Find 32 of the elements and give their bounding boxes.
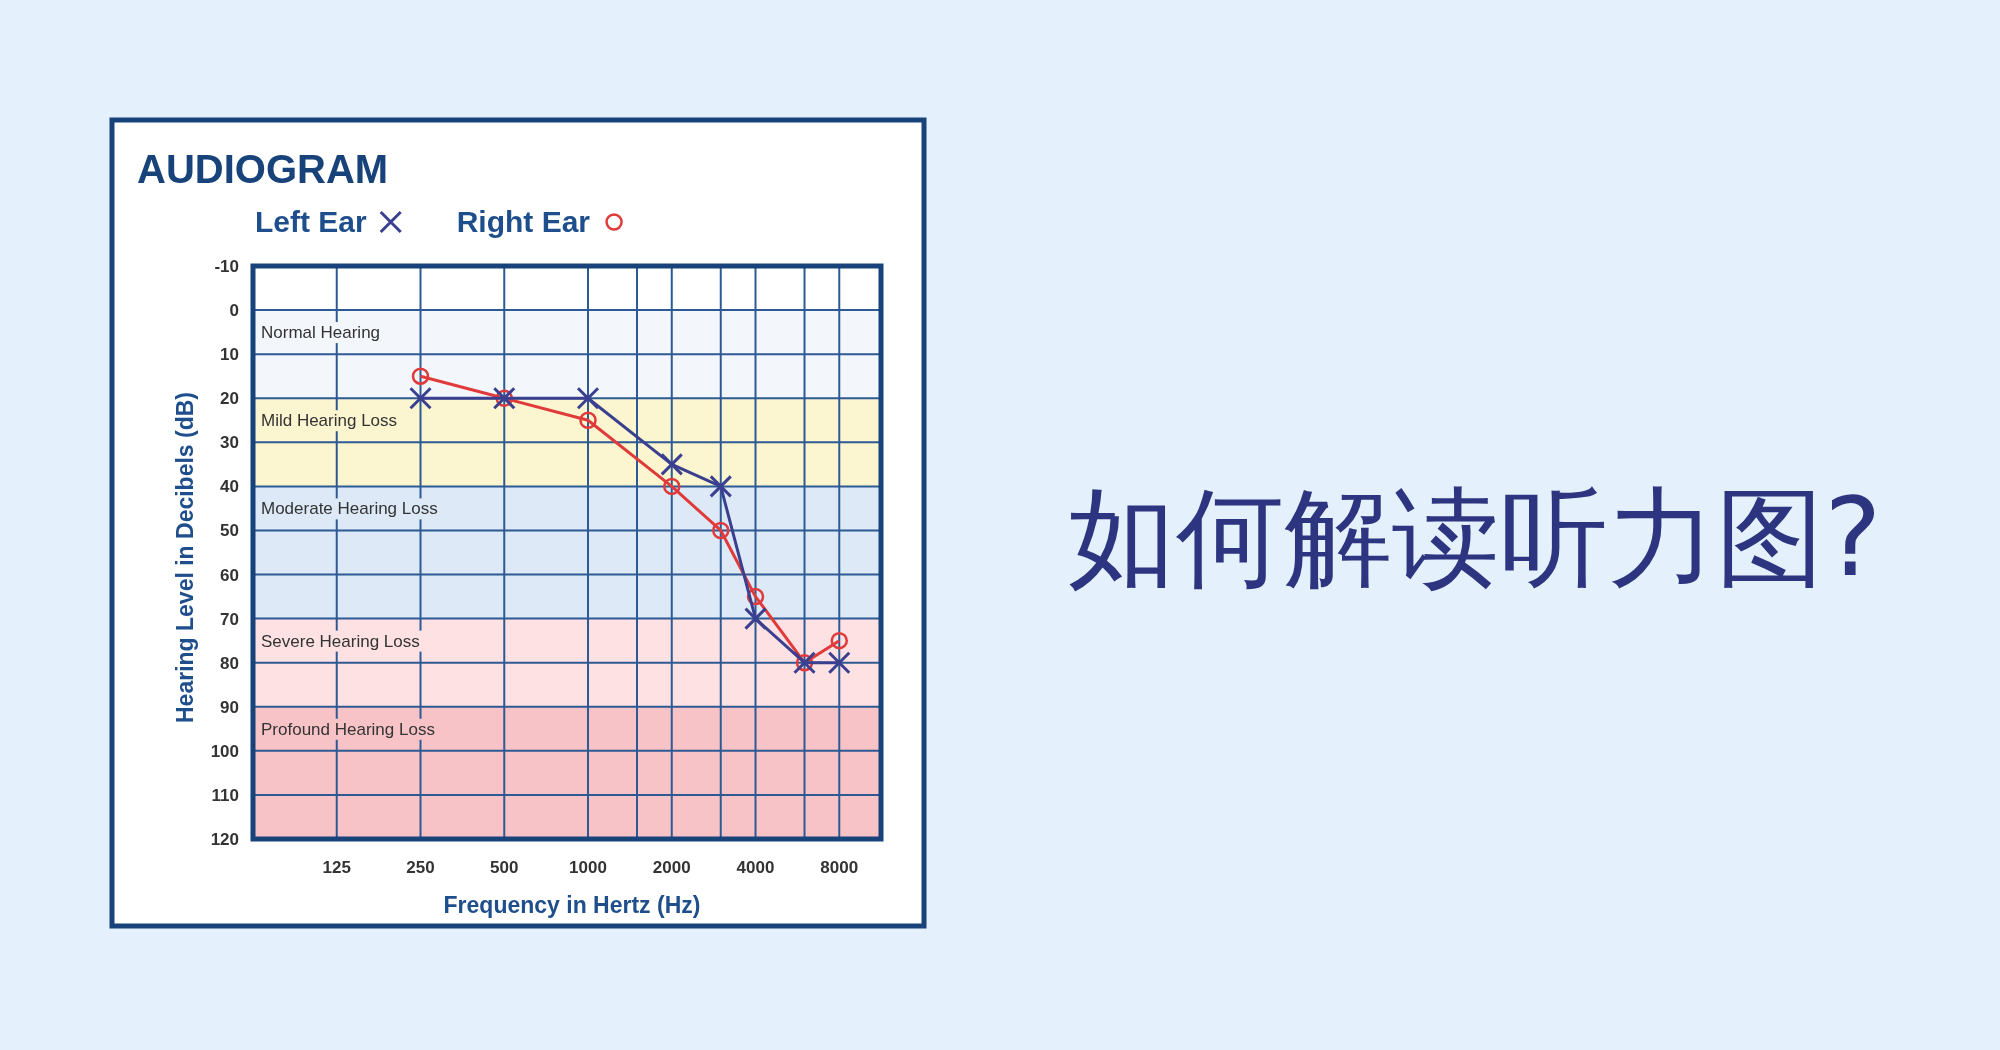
text: 如何解读听力图? bbox=[1068, 475, 1882, 600]
y-tick-label: 0 bbox=[229, 301, 239, 321]
y-tick-label: 40 bbox=[220, 477, 239, 497]
x-tick-label: 8000 bbox=[820, 858, 859, 877]
legend-label: Left Ear bbox=[255, 205, 368, 238]
x-tick-label: 250 bbox=[406, 858, 435, 877]
y-tick-label: 30 bbox=[220, 433, 239, 453]
band-label: Mild Hearing Loss bbox=[261, 411, 398, 431]
y-tick-label: 120 bbox=[210, 830, 239, 849]
x-tick-label: 500 bbox=[490, 858, 519, 877]
y-axis-title: Hearing Level in Decibels (dB) bbox=[172, 391, 198, 724]
x-tick-label: 4000 bbox=[736, 858, 775, 877]
y-tick-label: 100 bbox=[210, 741, 239, 761]
y-tick-label: 110 bbox=[211, 785, 239, 805]
x-tick-label: 1000 bbox=[569, 858, 607, 877]
chart-title: AUDIOGRAM bbox=[137, 147, 389, 191]
y-tick-label: 90 bbox=[220, 697, 239, 717]
y-tick-label: 10 bbox=[220, 345, 239, 365]
y-tick-label: 70 bbox=[220, 609, 239, 629]
band-label: Profound Hearing Loss bbox=[261, 719, 435, 739]
x-tick-label: 125 bbox=[322, 858, 351, 877]
x-axis-title: Frequency in Hertz (Hz) bbox=[443, 892, 701, 918]
x-tick-label: 2000 bbox=[652, 858, 691, 877]
legend-label: Right Ear bbox=[456, 205, 591, 238]
band-label: Normal Hearing bbox=[261, 323, 381, 343]
band-label: Moderate Hearing Loss bbox=[261, 499, 438, 519]
y-tick-label: 50 bbox=[220, 521, 239, 541]
band-label: Severe Hearing Loss bbox=[261, 631, 420, 651]
y-tick-label: 60 bbox=[220, 565, 239, 585]
y-tick-label: -10 bbox=[214, 257, 239, 276]
y-tick-label: 20 bbox=[220, 389, 239, 409]
y-tick-label: 80 bbox=[220, 653, 239, 673]
